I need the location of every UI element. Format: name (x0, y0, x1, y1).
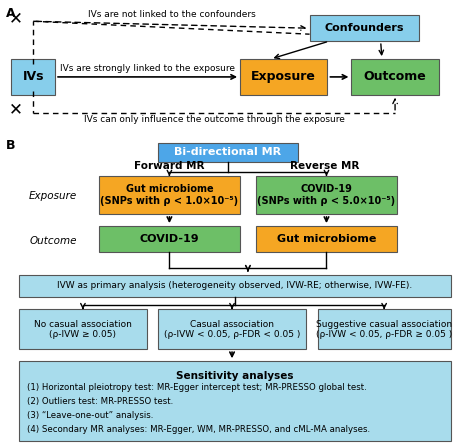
FancyBboxPatch shape (19, 310, 146, 349)
Text: Reverse MR: Reverse MR (290, 161, 359, 171)
FancyBboxPatch shape (99, 226, 240, 252)
Text: Forward MR: Forward MR (134, 161, 205, 171)
Text: COVID-19: COVID-19 (139, 234, 199, 244)
Text: Casual association
(ρ-IVW < 0.05, ρ-FDR < 0.05 ): Casual association (ρ-IVW < 0.05, ρ-FDR … (164, 319, 300, 339)
Text: IVs: IVs (22, 70, 44, 83)
Text: COVID-19
(SNPs with ρ < 5.0×10⁻⁵): COVID-19 (SNPs with ρ < 5.0×10⁻⁵) (257, 185, 395, 206)
Text: (3) “Leave-one-out” analysis.: (3) “Leave-one-out” analysis. (27, 411, 154, 420)
Text: No casual association
(ρ-IVW ≥ 0.05): No casual association (ρ-IVW ≥ 0.05) (34, 319, 132, 339)
Text: IVW as primary analysis (heterogeneity observed, IVW-RE; otherwise, IVW-FE).: IVW as primary analysis (heterogeneity o… (57, 281, 413, 290)
Text: ✕: ✕ (9, 9, 23, 27)
Text: (1) Horizontal pleiotropy test: MR-Egger intercept test; MR-PRESSO global test.: (1) Horizontal pleiotropy test: MR-Egger… (27, 383, 367, 392)
Text: Confounders: Confounders (325, 23, 404, 33)
Text: IVs can only influence the outcome through the exposure: IVs can only influence the outcome throu… (84, 115, 345, 124)
FancyBboxPatch shape (318, 310, 451, 349)
Text: Gut microbiome: Gut microbiome (277, 234, 376, 244)
FancyBboxPatch shape (158, 142, 298, 162)
FancyBboxPatch shape (310, 15, 419, 41)
Text: (4) Secondary MR analyses: MR-Egger, WM, MR-PRESSO, and cML-MA analyses.: (4) Secondary MR analyses: MR-Egger, WM,… (27, 425, 370, 434)
FancyBboxPatch shape (256, 226, 397, 252)
Text: ✕: ✕ (9, 101, 23, 119)
FancyBboxPatch shape (11, 59, 55, 95)
Text: Suggestive casual association
(ρ-IVW < 0.05, ρ-FDR ≥ 0.05 ): Suggestive casual association (ρ-IVW < 0… (316, 319, 452, 339)
Text: IVs are strongly linked to the exposure: IVs are strongly linked to the exposure (60, 64, 235, 73)
Text: Sensitivity analyses: Sensitivity analyses (176, 371, 294, 381)
Text: Outcome: Outcome (364, 70, 427, 83)
Text: B: B (6, 138, 16, 151)
Text: Exposure: Exposure (251, 70, 316, 83)
FancyBboxPatch shape (19, 275, 451, 297)
FancyBboxPatch shape (240, 59, 328, 95)
FancyBboxPatch shape (99, 177, 240, 214)
Text: Gut microbiome
(SNPs with ρ < 1.0×10⁻⁵): Gut microbiome (SNPs with ρ < 1.0×10⁻⁵) (100, 185, 238, 206)
Text: A: A (6, 7, 16, 20)
Text: Exposure: Exposure (29, 191, 77, 201)
Text: Bi-directional MR: Bi-directional MR (174, 147, 282, 157)
FancyBboxPatch shape (256, 177, 397, 214)
Text: (2) Outliers test: MR-PRESSO test.: (2) Outliers test: MR-PRESSO test. (27, 397, 173, 406)
Text: IVs are not linked to the confounders: IVs are not linked to the confounders (88, 10, 255, 19)
FancyBboxPatch shape (158, 310, 306, 349)
FancyBboxPatch shape (351, 59, 439, 95)
FancyBboxPatch shape (19, 361, 451, 441)
Text: Outcome: Outcome (29, 236, 77, 246)
